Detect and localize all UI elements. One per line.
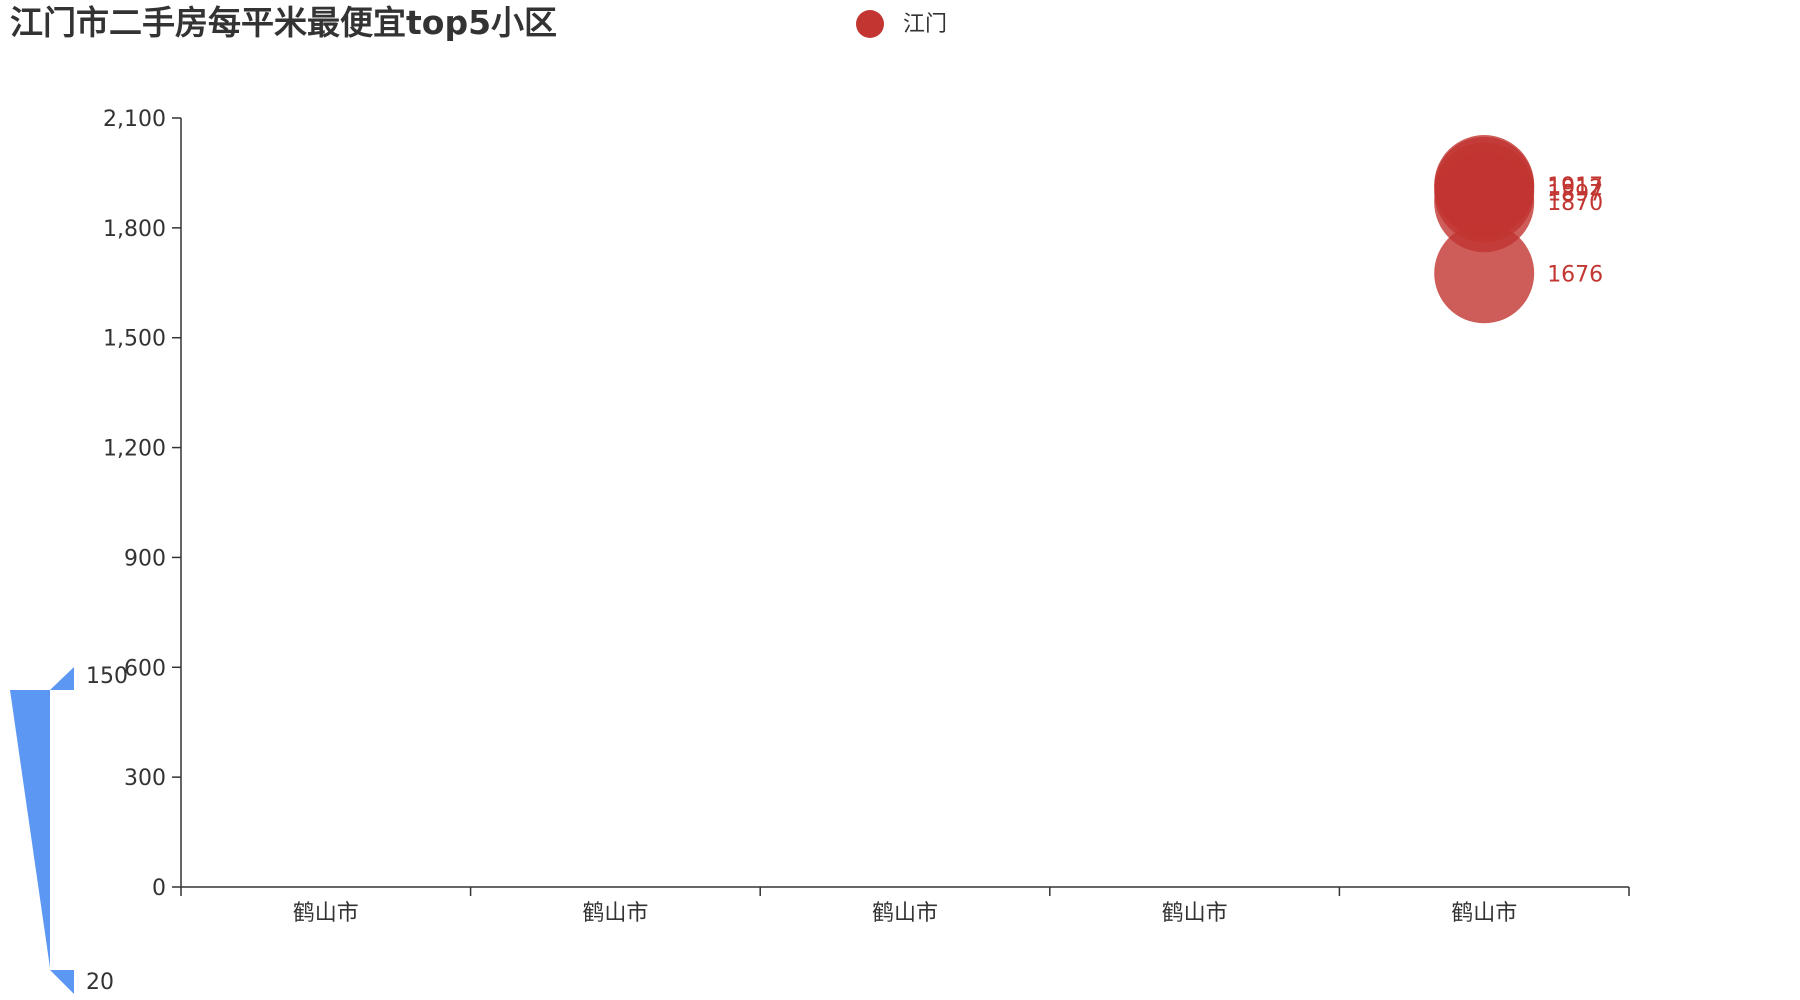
scatter-points: [1434, 135, 1535, 324]
x-tick-label: 鹤山市: [293, 901, 359, 926]
data-label: 1917: [1547, 174, 1603, 199]
y-tick-label: 1,200: [103, 437, 166, 462]
y-tick-label: 1,800: [103, 217, 166, 242]
visual-map-min-label: 20: [86, 970, 114, 995]
visual-map-max-label: 150: [86, 664, 128, 689]
legend[interactable]: 江门: [856, 10, 947, 38]
y-tick-label: 1,500: [103, 327, 166, 352]
x-tick-label: 鹤山市: [872, 901, 938, 926]
y-ticks: 0 300 600 900 1,200 1,500 1,800 2,100: [103, 107, 181, 901]
legend-label-jiangmen[interactable]: 江门: [903, 12, 947, 37]
visual-map-bar: [10, 690, 50, 968]
x-tick-label: 鹤山市: [1162, 901, 1228, 926]
y-tick-label: 2,100: [103, 107, 166, 132]
x-tick-label: 鹤山市: [1451, 901, 1517, 926]
data-label: 1870: [1547, 191, 1603, 216]
legend-marker-jiangmen[interactable]: [856, 10, 884, 38]
data-label: 1676: [1547, 262, 1603, 287]
y-axis: 0 300 600 900 1,200 1,500 1,800 2,100: [103, 107, 182, 901]
y-tick-label: 600: [124, 656, 166, 681]
x-tick-label: 鹤山市: [582, 901, 648, 926]
y-tick-label: 300: [124, 766, 166, 791]
visual-map-max-handle[interactable]: [50, 667, 74, 690]
x-ticks: 鹤山市 鹤山市 鹤山市 鹤山市 鹤山市: [180, 887, 1630, 926]
visual-map-min-handle[interactable]: [50, 970, 74, 994]
y-tick-label: 900: [124, 546, 166, 571]
chart-title: 江门市二手房每平米最便宜top5小区: [10, 3, 557, 42]
data-label: 1897: [1547, 181, 1603, 206]
y-tick-label: 0: [152, 876, 166, 901]
visual-map[interactable]: 150 20: [10, 664, 128, 995]
scatter-point[interactable]: [1434, 135, 1535, 236]
data-label: 1912: [1547, 176, 1603, 201]
x-axis: 鹤山市 鹤山市 鹤山市 鹤山市 鹤山市: [180, 886, 1630, 926]
scatter-point[interactable]: [1434, 223, 1535, 324]
